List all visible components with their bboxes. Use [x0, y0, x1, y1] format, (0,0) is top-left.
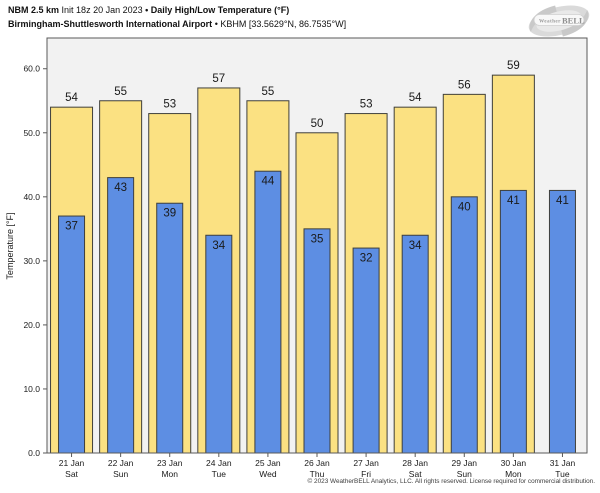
x-tick-day-label: Sat — [65, 469, 78, 479]
low-temp-bar — [401, 234, 429, 454]
low-temp-label: 32 — [360, 253, 373, 265]
x-tick-day-label: Mon — [505, 469, 522, 479]
low-temp-label: 35 — [311, 233, 324, 245]
high-temp-label: 55 — [114, 86, 127, 98]
y-tick-label: 30.0 — [23, 256, 40, 266]
high-temp-label: 57 — [212, 73, 225, 85]
low-temp-bar — [58, 215, 86, 454]
logo-text-bell: BELL — [562, 16, 585, 26]
x-tick-day-label: Tue — [555, 469, 570, 479]
high-temp-label: 56 — [458, 79, 471, 91]
low-temp-label: 44 — [262, 176, 275, 188]
x-tick-date-label: 31 Jan — [550, 458, 576, 468]
low-temp-label: 41 — [556, 195, 569, 207]
low-temp-label: 39 — [163, 208, 176, 220]
low-temp-bar — [303, 228, 331, 454]
model-name: NBM 2.5 km — [8, 5, 60, 15]
y-tick-label: 60.0 — [23, 64, 40, 74]
x-tick-day-label: Sun — [457, 469, 472, 479]
x-tick-day-label: Fri — [361, 469, 371, 479]
low-temp-bar — [205, 234, 233, 454]
x-tick-day-label: Sat — [409, 469, 422, 479]
low-temp-bar — [499, 189, 527, 454]
high-temp-label: 55 — [262, 86, 275, 98]
x-tick-date-label: 27 Jan — [353, 458, 379, 468]
x-tick-day-label: Wed — [259, 469, 277, 479]
x-tick-date-label: 25 Jan — [255, 458, 281, 468]
low-temp-bar — [156, 202, 184, 454]
x-tick-day-label: Tue — [212, 469, 227, 479]
plot-frame — [46, 37, 588, 454]
low-temp-label: 37 — [65, 221, 78, 233]
low-temp-bar — [107, 177, 135, 454]
low-temp-label: 40 — [458, 201, 471, 213]
y-tick-label: 10.0 — [23, 384, 40, 394]
logo-wordmark: Weather BELL — [533, 14, 585, 26]
x-tick-date-label: 28 Jan — [402, 458, 428, 468]
low-temp-label: 34 — [409, 240, 422, 252]
y-axis-title: Temperature [°F] — [5, 212, 15, 279]
high-temp-label: 53 — [360, 99, 373, 111]
y-tick-label: 50.0 — [23, 128, 40, 138]
low-temp-bar — [548, 189, 576, 454]
x-tick-date-label: 21 Jan — [59, 458, 85, 468]
bullet-separator: • — [214, 18, 218, 29]
logo-text-weather: Weather — [539, 19, 561, 25]
station-name: Birmingham-Shuttlesworth International A… — [8, 18, 213, 29]
y-tick-label: 20.0 — [23, 320, 40, 330]
x-tick-date-label: 26 Jan — [304, 458, 330, 468]
y-tick-label: 40.0 — [23, 192, 40, 202]
x-tick-date-label: 22 Jan — [108, 458, 134, 468]
weatherbell-logo: Weather BELL — [528, 5, 590, 37]
low-temp-label: 43 — [114, 182, 127, 194]
init-time: Init 18z 20 Jan 2023 — [61, 5, 143, 15]
y-tick-label: 0.0 — [28, 448, 40, 458]
x-tick-day-label: Sun — [113, 469, 128, 479]
product-title: Daily High/Low Temperature (°F) — [150, 5, 290, 15]
low-temp-bar — [352, 247, 380, 454]
high-temp-label: 53 — [163, 99, 176, 111]
x-tick-date-label: 23 Jan — [157, 458, 183, 468]
high-temp-label: 50 — [311, 118, 324, 130]
high-temp-label: 54 — [409, 92, 422, 104]
chart-header: NBM 2.5 km Init 18z 20 Jan 2023 • Daily … — [8, 4, 346, 31]
low-temp-label: 34 — [212, 240, 225, 252]
low-temp-bar — [450, 196, 478, 454]
station-id-coordinates: KBHM [33.5629°N, 86.7535°W] — [220, 18, 347, 29]
high-temp-label: 59 — [507, 60, 520, 72]
copyright-notice: © 2023 WeatherBELL Analytics, LLC. All r… — [307, 478, 595, 485]
low-temp-bar — [254, 170, 282, 454]
high-temp-label: 54 — [65, 92, 78, 104]
bullet-separator: • — [145, 5, 149, 15]
title-line-2: Birmingham-Shuttlesworth International A… — [8, 18, 346, 32]
x-tick-date-label: 29 Jan — [452, 458, 478, 468]
x-tick-date-label: 30 Jan — [501, 458, 527, 468]
x-tick-day-label: Mon — [161, 469, 178, 479]
low-temp-label: 41 — [507, 195, 520, 207]
x-tick-date-label: 24 Jan — [206, 458, 232, 468]
title-line-1: NBM 2.5 km Init 18z 20 Jan 2023 • Daily … — [8, 4, 346, 18]
x-tick-day-label: Thu — [310, 469, 325, 479]
